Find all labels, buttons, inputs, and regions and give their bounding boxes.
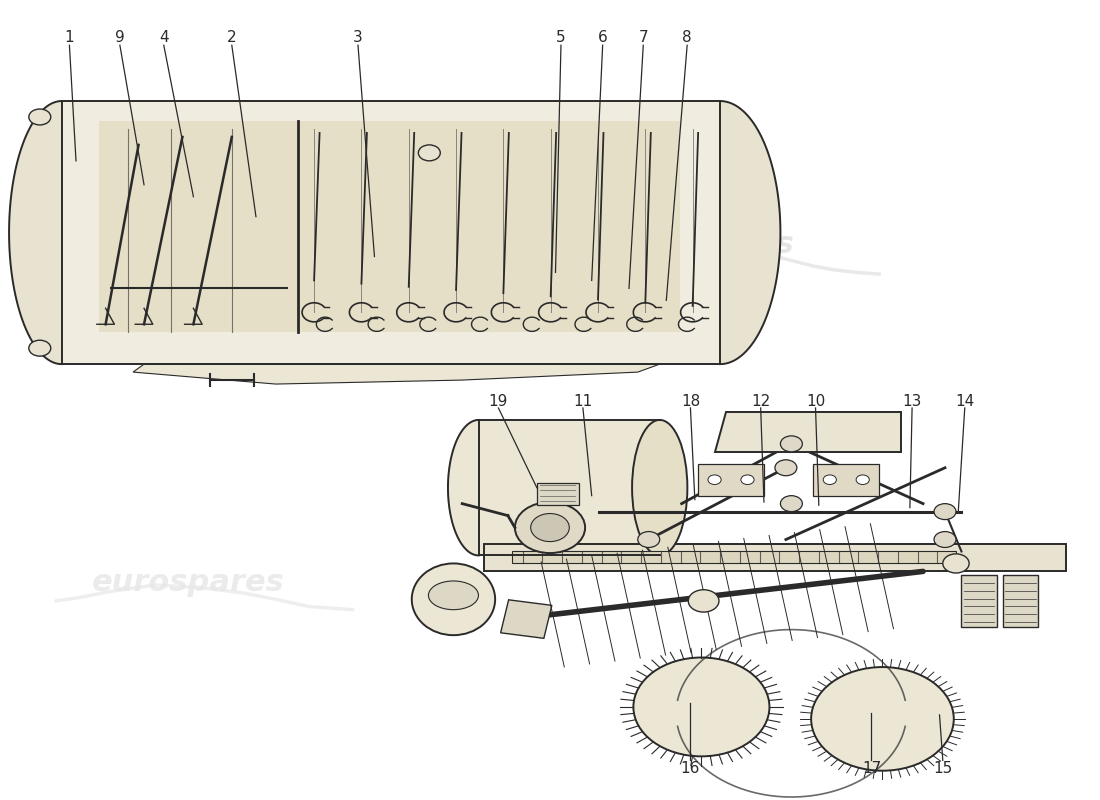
Text: 15: 15 [933, 761, 953, 776]
Circle shape [634, 658, 769, 756]
Text: 16: 16 [681, 761, 700, 776]
Circle shape [780, 436, 802, 452]
Polygon shape [448, 420, 478, 555]
Polygon shape [537, 483, 579, 506]
Text: 4: 4 [160, 30, 168, 45]
Bar [813, 464, 879, 496]
Circle shape [689, 590, 719, 612]
Polygon shape [62, 101, 720, 364]
Polygon shape [720, 101, 780, 364]
Circle shape [29, 340, 51, 356]
Circle shape [934, 531, 956, 547]
Text: 12: 12 [751, 394, 770, 409]
Circle shape [811, 667, 954, 770]
Circle shape [515, 502, 585, 553]
Circle shape [708, 475, 722, 485]
Circle shape [780, 496, 802, 512]
Text: 3: 3 [353, 30, 363, 45]
Text: 11: 11 [573, 394, 593, 409]
Text: 17: 17 [862, 761, 881, 776]
Text: 5: 5 [557, 30, 565, 45]
Circle shape [943, 554, 969, 573]
Text: 10: 10 [806, 394, 825, 409]
Circle shape [638, 531, 660, 547]
Circle shape [934, 504, 956, 519]
Polygon shape [512, 551, 956, 563]
Text: 6: 6 [597, 30, 607, 45]
Text: 7: 7 [638, 30, 648, 45]
Text: 9: 9 [116, 30, 124, 45]
Circle shape [530, 514, 570, 542]
Polygon shape [133, 364, 660, 384]
Text: 13: 13 [902, 394, 922, 409]
Ellipse shape [428, 581, 478, 610]
Polygon shape [484, 543, 1066, 571]
Text: eurospares: eurospares [91, 568, 284, 598]
Ellipse shape [632, 420, 688, 555]
Polygon shape [715, 412, 901, 452]
Circle shape [774, 460, 796, 476]
Circle shape [741, 475, 755, 485]
Circle shape [823, 475, 836, 485]
Bar [1003, 575, 1038, 627]
Polygon shape [478, 420, 660, 555]
Circle shape [418, 145, 440, 161]
Text: 18: 18 [681, 394, 700, 409]
Circle shape [29, 109, 51, 125]
Text: 14: 14 [955, 394, 975, 409]
Ellipse shape [411, 563, 495, 635]
Circle shape [856, 475, 869, 485]
Text: 19: 19 [488, 394, 508, 409]
Text: 1: 1 [65, 30, 74, 45]
Polygon shape [9, 101, 62, 364]
Text: eurospares: eurospares [602, 230, 794, 258]
Text: 8: 8 [682, 30, 692, 45]
Bar [698, 464, 764, 496]
Bar [961, 575, 997, 627]
Polygon shape [99, 121, 680, 332]
Bar [500, 600, 552, 638]
Text: 2: 2 [227, 30, 236, 45]
